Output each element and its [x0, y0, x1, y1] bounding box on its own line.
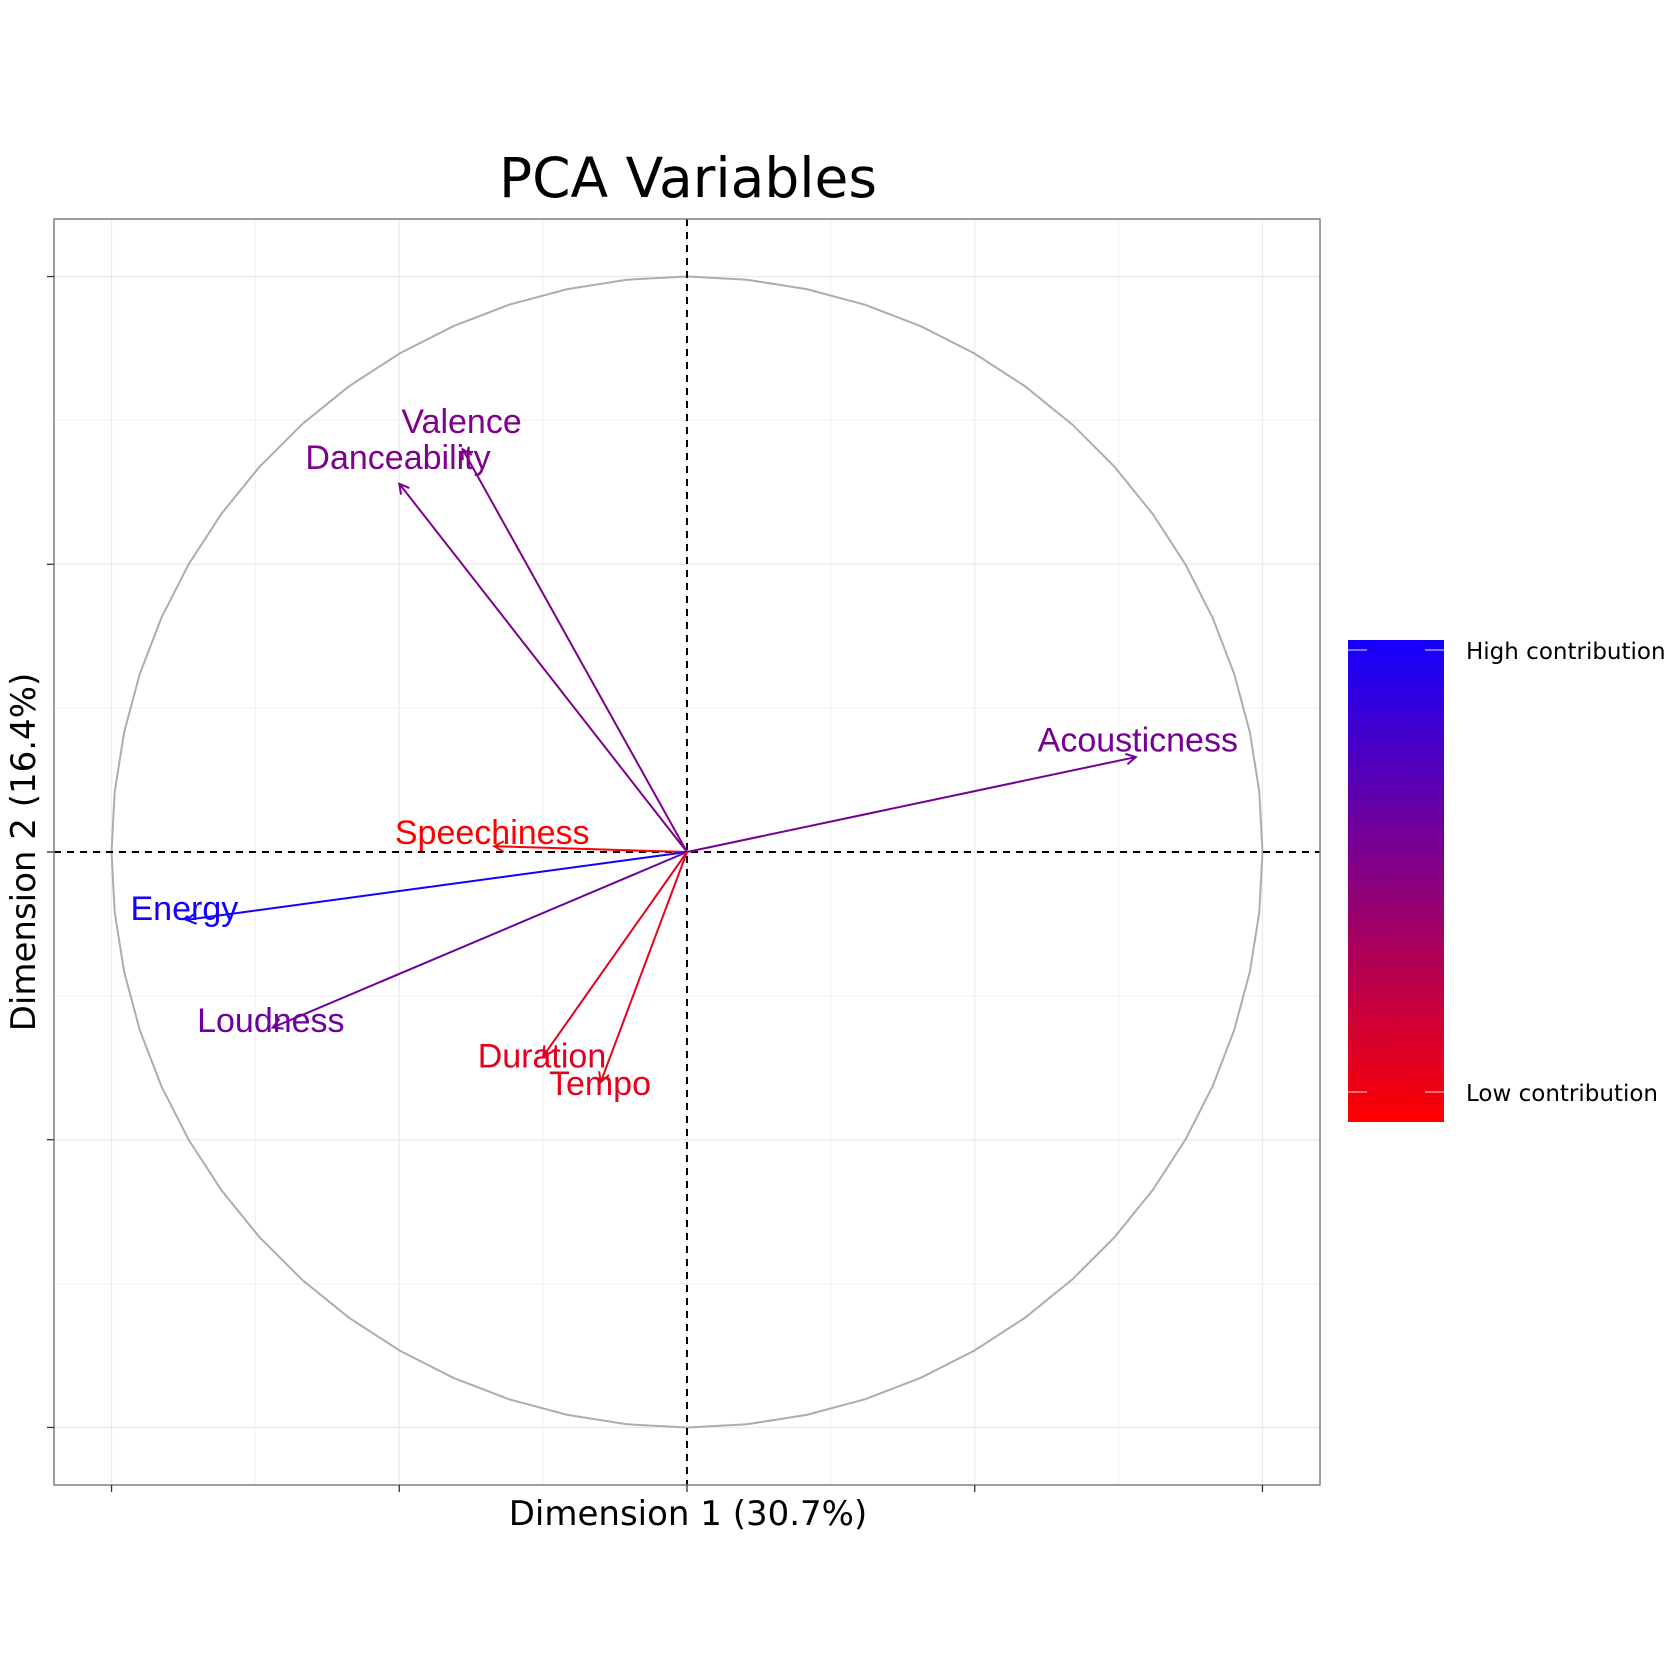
legend-low-label: Low contribution [1466, 1081, 1658, 1107]
label-speechiness: Speechiness [395, 814, 590, 852]
arrowhead-tempo [598, 1071, 610, 1085]
label-loudness: Loudness [197, 1002, 344, 1040]
arrowhead-valence [461, 447, 473, 461]
arrow-tempo [599, 851, 688, 1083]
arrow-loudness [272, 851, 688, 1029]
label-valence: Valence [401, 403, 521, 441]
arrowhead-duration [541, 1045, 554, 1058]
label-energy: Energy [131, 890, 239, 928]
y-axis-title: Dimension 2 (16.4%) [4, 673, 44, 1032]
arrowhead-acousticness [1125, 752, 1138, 765]
arrow-energy [186, 851, 688, 921]
label-duration: Duration [478, 1037, 607, 1075]
axis-ticks [47, 275, 1264, 1492]
legend-colorbar [1348, 640, 1444, 1122]
legend-high-label: High contribution [1466, 639, 1666, 665]
label-danceability: Danceability [305, 439, 490, 477]
label-tempo: Tempo [549, 1065, 651, 1103]
label-acousticness: Acousticness [1038, 722, 1238, 760]
legend: High contribution Low contribution [1348, 639, 1666, 1122]
arrow-acousticness [686, 756, 1137, 853]
arrow-valence [461, 448, 688, 853]
arrow-duration [542, 851, 688, 1057]
arrowhead-speechiness [492, 840, 505, 853]
arrowhead-energy [184, 912, 197, 925]
arrowhead-danceability [397, 482, 410, 495]
arrow-danceability [398, 483, 688, 853]
arrowhead-loudness [270, 1018, 284, 1030]
arrow-speechiness [494, 845, 688, 853]
x-axis-title: Dimension 1 (30.7%) [509, 1494, 868, 1534]
variable-arrows [184, 447, 1138, 1085]
chart-title: PCA Variables [499, 146, 877, 210]
